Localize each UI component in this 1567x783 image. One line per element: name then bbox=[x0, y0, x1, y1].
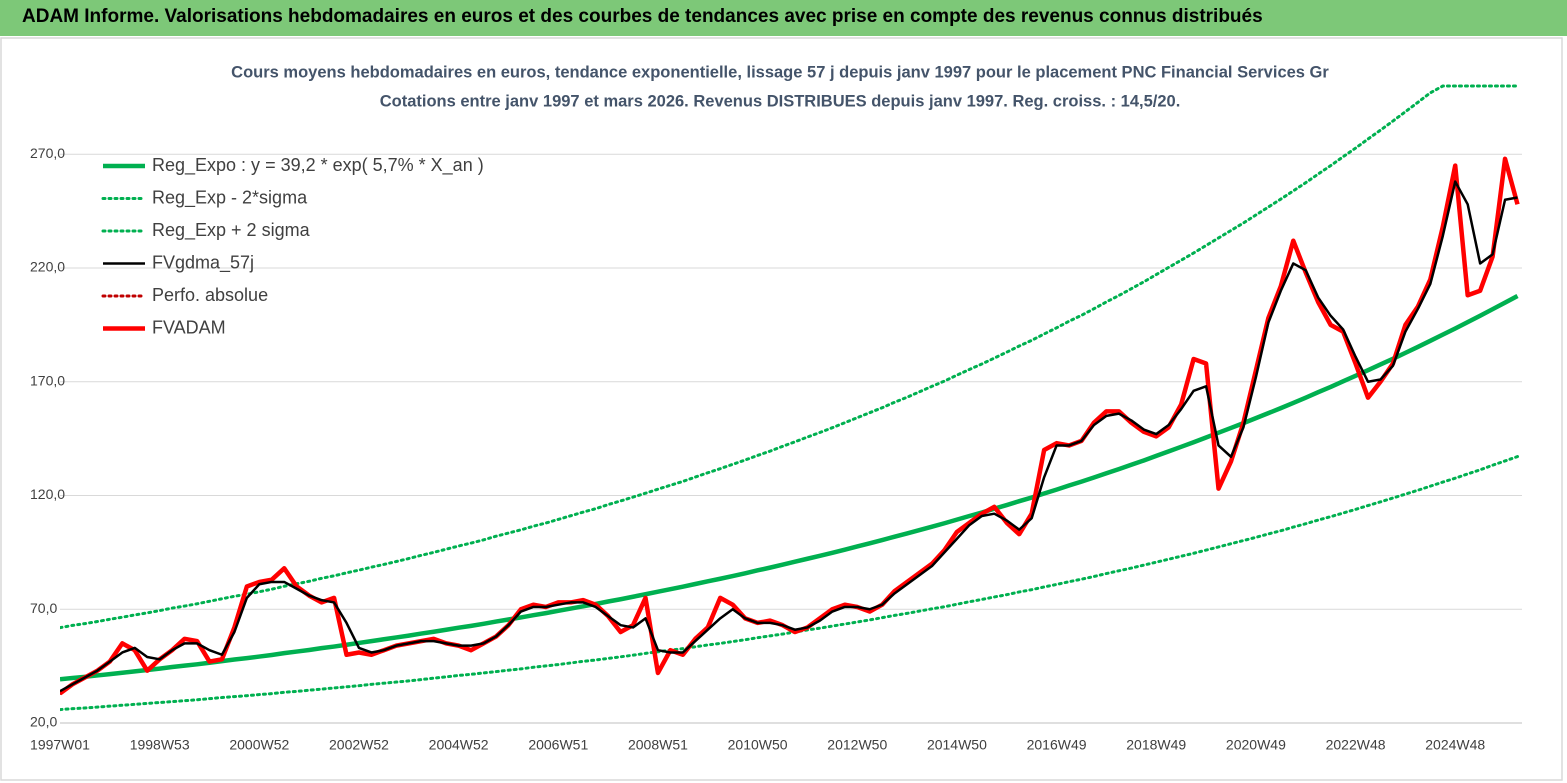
x-tick-label: 2016W49 bbox=[1027, 737, 1087, 753]
legend-label: Perfo. absolue bbox=[152, 285, 268, 305]
x-tick-label: 2012W50 bbox=[827, 737, 887, 753]
series-line bbox=[60, 180, 1518, 693]
header-title: ADAM Informe. Valorisations hebdomadaire… bbox=[22, 6, 1263, 27]
legend-label: Reg_Expo : y = 39,2 * exp( 5,7% * X_an ) bbox=[152, 155, 484, 176]
legend-label: Reg_Exp + 2 sigma bbox=[152, 220, 311, 241]
x-tick-label: 2004W52 bbox=[429, 737, 489, 753]
series-line bbox=[60, 84, 1520, 630]
legend: Reg_Expo : y = 39,2 * exp( 5,7% * X_an )… bbox=[101, 155, 484, 337]
axes: 20,0 70,0 120,0 170,0 220,0 270,0 1997W01 1998W… bbox=[30, 145, 1522, 753]
chart-frame bbox=[0, 37, 1563, 781]
x-tick-label: 2002W52 bbox=[329, 737, 389, 753]
chart-title: Cours moyens hebdomadaires en euros, ten… bbox=[231, 63, 1329, 81]
x-tick-label: 2024W48 bbox=[1425, 737, 1485, 753]
legend-label: FVADAM bbox=[152, 317, 226, 337]
y-tick-label: 270,0 bbox=[30, 145, 65, 161]
x-tick-label: 2014W50 bbox=[927, 737, 987, 753]
y-tick-label: 70,0 bbox=[30, 600, 57, 616]
legend-label: Reg_Exp - 2*sigma bbox=[152, 187, 308, 208]
y-tick-label: 220,0 bbox=[30, 259, 65, 275]
series-line bbox=[60, 293, 1519, 682]
x-tick-label: 1998W53 bbox=[130, 737, 190, 753]
x-tick-label: 2018W49 bbox=[1126, 737, 1186, 753]
y-tick-label: 120,0 bbox=[30, 486, 65, 502]
x-tick-label: 1997W01 bbox=[30, 737, 90, 753]
x-tick-label: 2020W49 bbox=[1226, 737, 1286, 753]
chart-subtitle: Cotations entre janv 1997 et mars 2026. … bbox=[380, 92, 1181, 110]
x-tick-label: 2008W51 bbox=[628, 737, 688, 753]
x-tick-label: 2010W50 bbox=[728, 737, 788, 753]
header-bar: ADAM Informe. Valorisations hebdomadaire… bbox=[0, 0, 1567, 36]
x-tick-label: 2022W48 bbox=[1326, 737, 1386, 753]
legend-label: FVgdma_57j bbox=[152, 252, 254, 273]
y-tick-label: 170,0 bbox=[30, 372, 65, 388]
x-tick-label: 2000W52 bbox=[229, 737, 289, 753]
x-tick-label: 2006W51 bbox=[528, 737, 588, 753]
y-tick-label: 20,0 bbox=[30, 714, 57, 730]
series-line bbox=[60, 455, 1520, 712]
plot-area bbox=[60, 84, 1520, 712]
